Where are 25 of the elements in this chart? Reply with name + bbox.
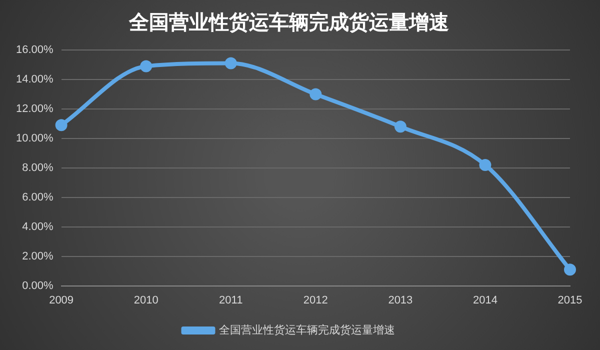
y-tick-label: 16.00% <box>16 44 54 56</box>
x-tick-label: 2012 <box>303 294 328 306</box>
y-tick-label: 8.00% <box>22 162 54 174</box>
point <box>55 119 68 132</box>
point <box>224 57 237 70</box>
x-tick-label: 2013 <box>388 294 413 306</box>
point <box>140 60 152 72</box>
x-tick-label: 2010 <box>134 294 158 306</box>
x-tick-label: 2011 <box>219 294 243 306</box>
y-tick-label: 0.00% <box>22 280 54 292</box>
point <box>394 120 406 133</box>
point <box>479 158 492 171</box>
y-tick-label: 2.00% <box>22 250 54 262</box>
x-tick-label: 2009 <box>49 294 74 306</box>
x-tick-label: 2015 <box>558 294 582 306</box>
point <box>310 88 322 100</box>
point <box>564 264 576 276</box>
chart-title: 全国营业性货运车辆完成货运量增速 <box>128 10 449 34</box>
y-tick-label: 10.00% <box>16 132 54 144</box>
y-tick-label: 14.00% <box>16 74 54 86</box>
x-tick-label: 2014 <box>472 294 498 306</box>
legend-label: 全国营业性货运车辆完成货运量增速 <box>218 323 395 336</box>
y-tick-label: 12.00% <box>16 102 54 115</box>
y-tick-label: 4.00% <box>22 220 54 233</box>
y-tick-label: 6.00% <box>22 191 54 204</box>
